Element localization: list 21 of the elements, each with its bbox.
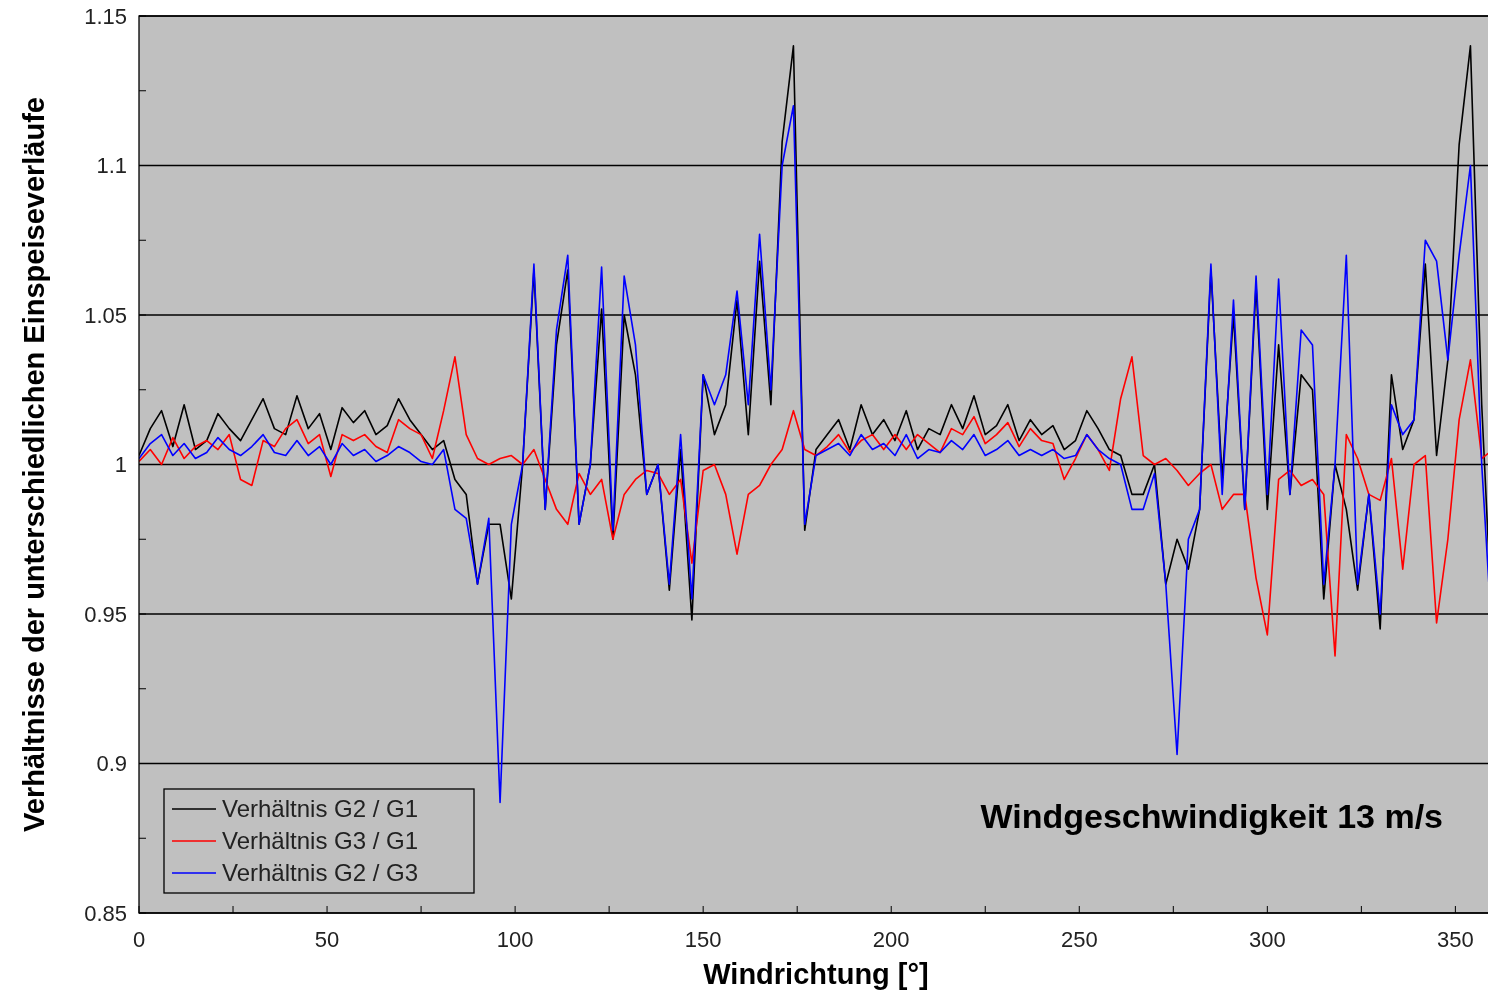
x-tick-label: 150 xyxy=(684,927,722,952)
x-tick-label: 50 xyxy=(314,927,340,952)
y-tick-label: 1.1 xyxy=(96,153,127,179)
legend-label: Verhältnis G2 / G1 xyxy=(222,795,419,823)
legend-label: Verhältnis G3 / G1 xyxy=(222,827,419,855)
x-tick-label: 200 xyxy=(872,927,910,952)
x-axis-title: Windrichtung [°] xyxy=(703,958,929,990)
y-tick-label: 0.95 xyxy=(84,601,127,627)
y-tick-label: 1.15 xyxy=(84,3,127,29)
x-tick-label: 300 xyxy=(1248,927,1286,952)
y-axis-title: Verhältnisse der unterschiedlichen Einspeiseverläufe xyxy=(18,97,50,832)
x-tick-label: 250 xyxy=(1060,927,1098,952)
annotation: Windgeschwindigkeit 13 m/s xyxy=(980,797,1443,835)
y-tick-label: 1 xyxy=(114,452,127,478)
x-tick-label: 350 xyxy=(1437,927,1474,952)
legend-label: Verhältnis G2 / G3 xyxy=(222,859,419,887)
x-tick-label: 0 xyxy=(132,927,146,952)
y-tick-label: 0.85 xyxy=(84,900,127,926)
y-tick-label: 0.9 xyxy=(96,751,127,777)
y-tick-label: 1.05 xyxy=(84,302,127,328)
x-tick-label: 100 xyxy=(496,927,534,952)
